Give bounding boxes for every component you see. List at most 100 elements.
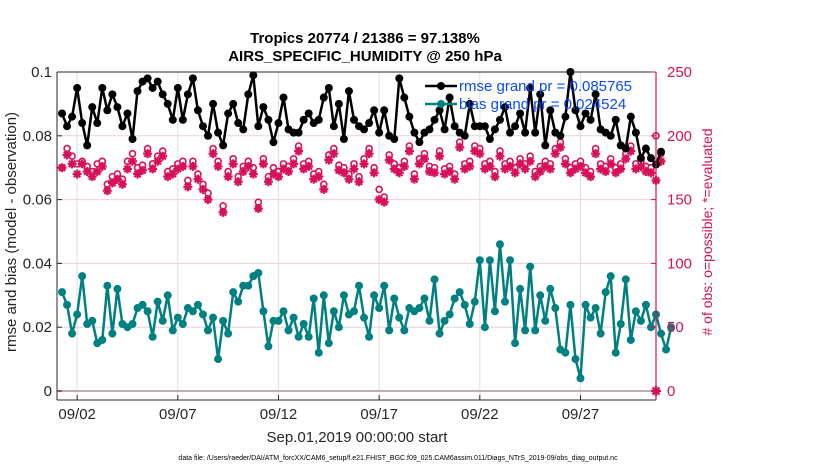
- obs-evaluated-marker: [611, 168, 621, 178]
- rmse-point: [88, 103, 97, 112]
- bias-point: [516, 284, 525, 293]
- rmse-point: [626, 112, 635, 121]
- bias-point: [173, 313, 182, 322]
- rmse-point: [631, 128, 640, 137]
- obs-evaluated-marker: [616, 164, 626, 174]
- rmse-point: [490, 125, 499, 134]
- x-tick-label: 09/02: [58, 406, 96, 423]
- obs-evaluated-marker: [72, 169, 82, 179]
- obs-evaluated-marker: [450, 174, 460, 184]
- bias-point: [586, 313, 595, 322]
- obs-evaluated-marker: [349, 164, 359, 174]
- rmse-point: [183, 90, 192, 99]
- obs-evaluated-marker: [545, 164, 555, 174]
- rmse-point: [375, 128, 384, 137]
- bias-point: [475, 256, 484, 265]
- bias-point: [551, 304, 560, 313]
- obs-evaluated-marker: [208, 149, 218, 159]
- rmse-point: [269, 138, 278, 147]
- y-right-tick-label: 100: [667, 255, 692, 272]
- y-left-tick-label: 0.02: [23, 319, 52, 336]
- rmse-point: [324, 83, 333, 92]
- obs-evaluated-marker: [97, 161, 107, 171]
- y-axis-right-label: # of obs: o=possible; *=evaluated: [699, 128, 715, 335]
- bias-point: [390, 294, 399, 303]
- bias-point: [576, 374, 585, 383]
- obs-evaluated-marker: [369, 168, 379, 178]
- obs-evaluated-marker: [601, 167, 611, 177]
- bias-point: [375, 304, 384, 313]
- bias-point: [662, 345, 671, 354]
- rmse-point: [319, 93, 328, 102]
- bias-point: [88, 316, 97, 325]
- obs-evaluated-marker: [158, 151, 168, 161]
- bias-point: [128, 320, 137, 329]
- bias-point: [596, 329, 605, 338]
- obs-evaluated-marker: [430, 168, 440, 178]
- rmse-point: [63, 122, 72, 131]
- rmse-point: [329, 122, 338, 131]
- bias-point: [138, 300, 147, 309]
- bias-point: [168, 326, 177, 335]
- rmse-point: [93, 119, 102, 128]
- rmse-point: [370, 106, 379, 115]
- bias-point: [229, 288, 238, 297]
- y-right-tick-label: 0: [667, 383, 675, 400]
- bias-point: [465, 320, 474, 329]
- obs-evaluated-marker: [591, 149, 601, 159]
- rmse-point: [259, 103, 268, 112]
- rmse-point: [98, 83, 107, 92]
- bias-point: [385, 326, 394, 335]
- bias-point: [153, 297, 162, 306]
- rmse-point: [254, 122, 263, 131]
- bias-point: [657, 329, 666, 338]
- series-obs_evaluated: [57, 142, 666, 217]
- obs-evaluated-marker: [399, 161, 409, 171]
- rmse-point: [58, 109, 67, 118]
- rmse-point: [405, 112, 414, 121]
- obs-evaluated-marker: [284, 167, 294, 177]
- bias-point: [566, 300, 575, 309]
- bias-point: [420, 294, 429, 303]
- rmse-point: [314, 115, 323, 124]
- bias-point: [606, 272, 615, 281]
- obs-evaluated-marker: [233, 177, 243, 187]
- obs-evaluated-marker: [223, 172, 233, 182]
- rmse-point: [339, 134, 348, 143]
- obs-evaluated-marker: [435, 151, 445, 161]
- obs-evaluated-marker: [314, 172, 324, 182]
- obs-evaluated-marker: [354, 177, 364, 187]
- obs-possible-marker: [375, 185, 383, 194]
- rmse-point: [415, 138, 424, 147]
- x-axis-label: Sep.01,2019 00:00:00 start: [267, 429, 449, 446]
- obs-evaluated-marker: [203, 195, 213, 205]
- rmse-point: [173, 83, 182, 92]
- obs-evaluated-marker: [485, 161, 495, 171]
- obs-evaluated-marker: [62, 150, 72, 160]
- y-left-tick-label: 0.1: [31, 64, 52, 81]
- bias-line: [60, 243, 673, 380]
- rmse-point: [440, 125, 449, 134]
- y-right-tick-label: 200: [667, 128, 692, 145]
- bias-point: [490, 307, 499, 316]
- rmse-point: [531, 128, 540, 137]
- rmse-point: [244, 90, 253, 99]
- bias-point: [294, 332, 303, 341]
- bias-point: [636, 316, 645, 325]
- y-left-tick-label: 0.08: [23, 128, 52, 145]
- obs-evaluated-marker: [122, 164, 132, 174]
- y-left-tick-label: 0.06: [23, 192, 52, 209]
- obs-evaluated-marker: [555, 142, 565, 152]
- obs-evaluated-marker: [520, 164, 530, 174]
- bias-point: [148, 332, 157, 341]
- obs-evaluated-marker: [455, 142, 465, 152]
- obs-evaluated-marker: [359, 159, 369, 169]
- rmse-point: [188, 74, 197, 83]
- rmse-point: [73, 83, 82, 92]
- series-layer: [57, 68, 676, 396]
- bias-point: [450, 294, 459, 303]
- bias-point: [73, 310, 82, 319]
- obs-evaluated-marker: [339, 168, 349, 178]
- obs-evaluated-marker: [138, 165, 148, 175]
- bias-point: [214, 355, 223, 364]
